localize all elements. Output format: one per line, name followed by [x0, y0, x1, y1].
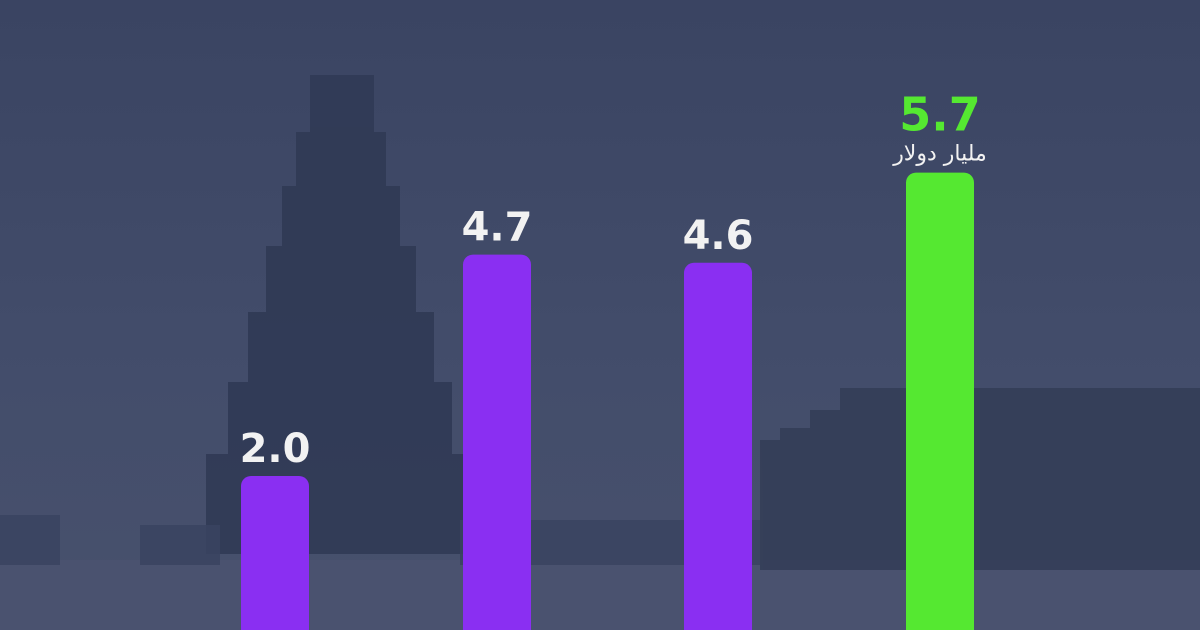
bar-3 [684, 262, 752, 630]
bar-value-label-1: 2.0 [240, 426, 311, 472]
mosque-wall-silhouette [760, 388, 1200, 570]
unit-label: مليار دولار [892, 142, 987, 167]
bar-1 [241, 476, 309, 630]
bar-value-label-2: 4.7 [462, 205, 533, 251]
bar-4 [906, 172, 974, 630]
bar-2 [463, 254, 531, 630]
bar-value-label-3: 4.6 [683, 213, 754, 259]
bar-value-label-4: 5.7 [899, 88, 981, 142]
